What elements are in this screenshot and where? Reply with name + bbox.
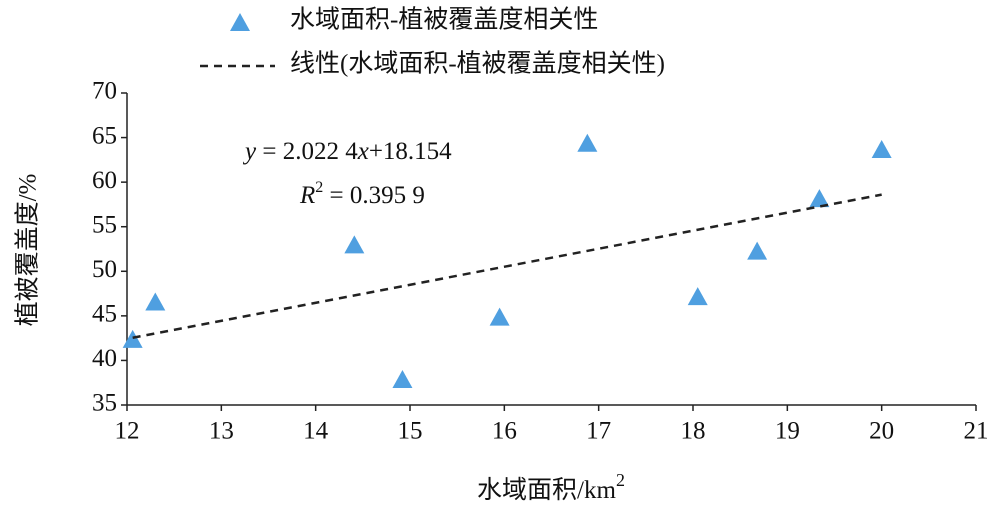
legend-label: 水域面积-植被覆盖度相关性 bbox=[290, 6, 598, 34]
x-tick-label: 17 bbox=[586, 418, 611, 445]
x-tick-label: 19 bbox=[775, 418, 800, 445]
point bbox=[687, 287, 708, 306]
x-axis-label: 水域面积/km2 bbox=[477, 470, 625, 504]
equation: y = 2.022 4x+18.154 bbox=[242, 138, 452, 165]
equation-part: y bbox=[242, 138, 257, 165]
y-tick-label: 70 bbox=[92, 78, 117, 105]
x-tick-label: 14 bbox=[303, 418, 329, 445]
x-tick-label: 15 bbox=[398, 418, 423, 445]
y-tick-label: 35 bbox=[92, 390, 117, 417]
x-tick-label: 18 bbox=[681, 418, 706, 445]
point bbox=[809, 189, 830, 208]
point bbox=[344, 235, 365, 254]
y-tick-label: 65 bbox=[92, 122, 117, 149]
equation-part: x bbox=[357, 138, 369, 165]
x-label-part: 2 bbox=[616, 470, 625, 490]
r2-part: 2 bbox=[315, 179, 323, 196]
r2-part: R bbox=[299, 182, 315, 209]
point bbox=[145, 292, 166, 311]
point bbox=[871, 140, 892, 159]
y-tick-label: 50 bbox=[92, 256, 117, 283]
y-tick-label: 40 bbox=[92, 345, 117, 372]
x-label-part: 水域面积/km bbox=[477, 476, 616, 504]
point bbox=[392, 370, 413, 389]
x-tick-label: 21 bbox=[964, 418, 989, 445]
equation-part: = 2.022 4 bbox=[256, 138, 358, 165]
point bbox=[747, 241, 768, 260]
equation-part: +18.154 bbox=[369, 138, 452, 165]
point bbox=[577, 133, 598, 152]
x-tick-label: 16 bbox=[492, 418, 517, 445]
x-tick-label: 20 bbox=[869, 418, 894, 445]
x-tick-label: 13 bbox=[209, 418, 234, 445]
r2-part: = 0.395 9 bbox=[323, 182, 425, 209]
x-tick-label: 12 bbox=[115, 418, 140, 445]
legend-marker bbox=[230, 13, 250, 31]
y-tick-label: 55 bbox=[92, 211, 117, 238]
trendline bbox=[132, 193, 882, 340]
y-tick-label: 45 bbox=[92, 301, 117, 328]
point bbox=[122, 329, 143, 348]
y-axis-label: 植被覆盖度/% bbox=[14, 174, 42, 327]
legend-label: 线性(水域面积-植被覆盖度相关性) bbox=[290, 50, 665, 78]
y-tick-label: 60 bbox=[92, 167, 117, 194]
r-squared: R2 = 0.395 9 bbox=[299, 179, 425, 209]
point bbox=[489, 307, 510, 326]
